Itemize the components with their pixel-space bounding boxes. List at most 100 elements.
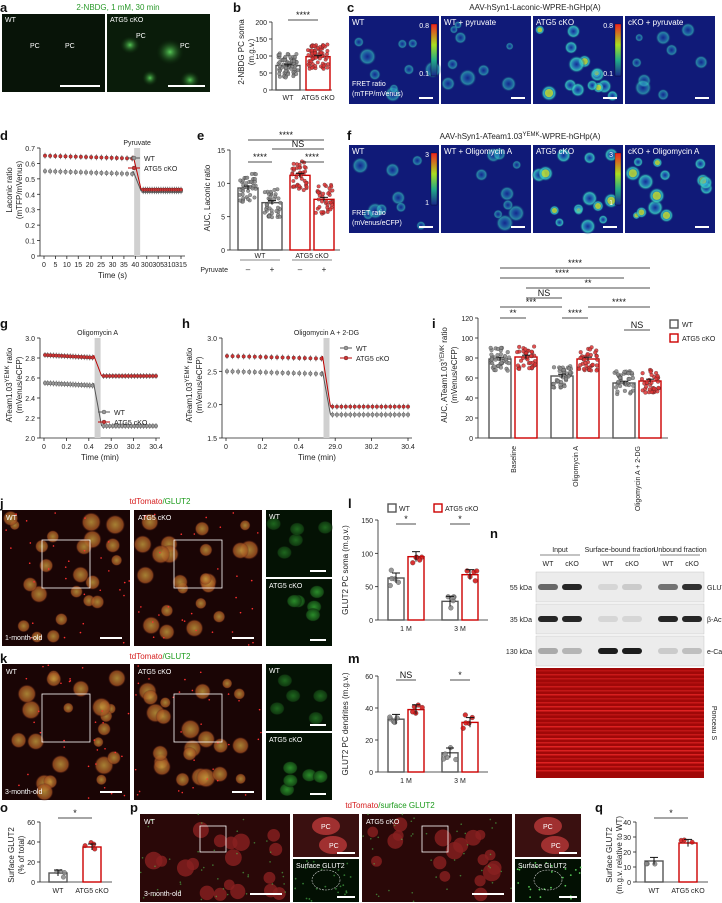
y-tick-label: 10 xyxy=(217,181,225,188)
panel-k-title-b: /GLUT2 xyxy=(162,652,191,661)
data-point xyxy=(73,154,78,159)
speckle xyxy=(216,779,219,782)
ponceau-band xyxy=(536,770,704,772)
x-tick-label: 25 xyxy=(97,262,105,269)
y-tick-label: 200 xyxy=(255,20,267,27)
speckle xyxy=(150,819,153,822)
pc-label: PC xyxy=(30,43,40,50)
transition-line xyxy=(93,382,103,427)
tile-label: WT xyxy=(5,17,17,24)
speckle xyxy=(235,596,237,599)
chart-i: AUC, ATeam1.03YEMK ratio(mVenus/eCFP) 0 20… xyxy=(440,258,716,511)
cell-blob xyxy=(72,680,90,698)
data-point xyxy=(321,43,326,48)
data-point xyxy=(587,347,593,352)
panel-letter-f: f xyxy=(347,128,352,143)
significance-label: * xyxy=(458,670,462,680)
data-point xyxy=(616,379,621,384)
data-point xyxy=(394,715,400,721)
speckle xyxy=(191,689,194,692)
lane-label: WT xyxy=(603,561,615,568)
ponceau-band xyxy=(536,758,704,760)
band-label: Ponceau S xyxy=(710,706,717,741)
legend-swatch xyxy=(387,503,397,513)
data-point xyxy=(313,371,318,376)
speckle xyxy=(570,897,572,900)
data-point xyxy=(109,171,114,176)
chart-d: Laconic ratio(mTFP/mVenus) 0 0.1 0.2 0.3 0.4 0… xyxy=(5,140,187,280)
speckle xyxy=(10,547,12,549)
data-point xyxy=(262,190,267,195)
cell-blob xyxy=(492,147,507,161)
cell-blob xyxy=(308,584,325,599)
y-tick-label: 2.0 xyxy=(207,403,217,410)
speckle xyxy=(226,893,229,896)
data-point xyxy=(280,370,285,375)
x-tick-label: ATG5 cKO xyxy=(301,95,335,102)
ponceau-band xyxy=(536,722,704,724)
cell-blob xyxy=(46,530,60,544)
data-point xyxy=(244,181,249,186)
y-tick-label: 20 xyxy=(465,416,473,423)
cell-blob xyxy=(22,576,38,593)
ponceau-band xyxy=(536,762,704,764)
data-point xyxy=(248,193,253,197)
speckle xyxy=(481,869,483,872)
y-axis-label-line: AUC, Laconic ratio xyxy=(203,164,212,231)
data-point xyxy=(263,370,268,375)
cell-blob xyxy=(307,711,324,726)
cell-blob xyxy=(541,836,569,854)
cell-blob xyxy=(81,512,102,532)
legend-label: ATG5 cKO xyxy=(682,336,716,343)
data-point xyxy=(154,424,158,428)
y-tick-label: 20 xyxy=(365,738,373,745)
data-point xyxy=(286,355,291,360)
data-point xyxy=(241,188,245,193)
data-point xyxy=(489,352,494,357)
data-point xyxy=(89,155,94,160)
cell-blob xyxy=(230,883,246,900)
data-point xyxy=(502,354,508,359)
data-point xyxy=(631,383,636,388)
ponceau-band xyxy=(536,670,704,672)
y-tick-label: 40 xyxy=(623,820,631,827)
significance-label: ** xyxy=(509,308,517,318)
cell-blob xyxy=(367,826,379,838)
data-point xyxy=(154,374,158,378)
lane-label: WT xyxy=(663,561,675,568)
speckle xyxy=(232,512,235,514)
speckle xyxy=(197,813,200,816)
speckle xyxy=(47,568,50,570)
cell-blob xyxy=(142,616,161,635)
colorbar-max: 3 xyxy=(609,152,613,159)
data-point xyxy=(681,837,687,843)
data-point xyxy=(322,182,327,187)
data-point xyxy=(267,214,272,219)
cell-blob xyxy=(680,22,696,38)
cell-blob xyxy=(304,607,321,622)
cell-blob xyxy=(446,58,459,71)
cell-blob xyxy=(276,673,293,688)
data-point xyxy=(474,568,480,574)
data-point xyxy=(562,384,567,389)
data-point xyxy=(388,404,393,409)
cell-blob xyxy=(633,156,644,168)
data-point xyxy=(269,208,274,213)
y-axis-label-line: Surface GLUT2 xyxy=(605,827,614,883)
x-tick-label: 310 xyxy=(164,262,176,269)
speckle xyxy=(151,621,154,623)
ponceau-band xyxy=(536,746,704,748)
speckle xyxy=(388,889,390,892)
data-point xyxy=(401,404,406,409)
panel-letter-d: d xyxy=(0,128,8,143)
cell-blob xyxy=(566,24,581,39)
speckle xyxy=(282,875,285,878)
speckle xyxy=(410,835,413,837)
tiles-c: WT WT + pyruvate ATG5 cKO cKO + pyruvate 0.8… xyxy=(349,16,715,104)
cell-core xyxy=(541,169,550,178)
cell-blob xyxy=(264,883,278,898)
y-axis-label-line: Surface GLUT2 xyxy=(7,827,16,883)
speckle xyxy=(453,859,456,861)
data-point xyxy=(615,372,620,377)
data-point xyxy=(644,384,649,389)
